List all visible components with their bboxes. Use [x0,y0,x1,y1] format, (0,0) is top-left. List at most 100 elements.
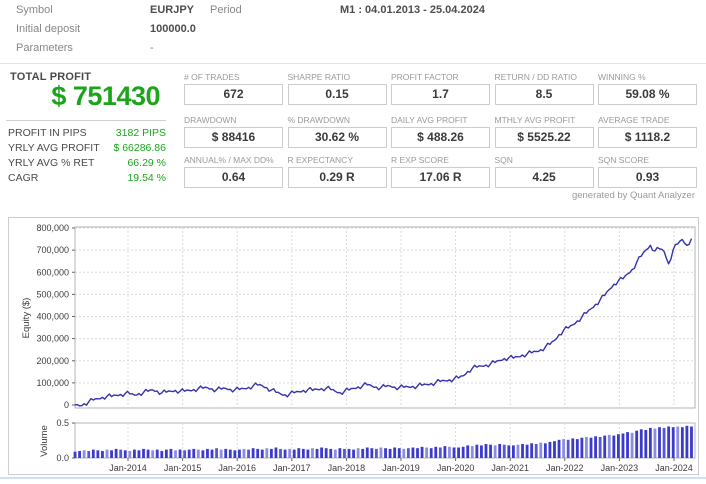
volume-bar [164,449,168,458]
volume-bar [612,435,616,458]
parameters-label: Parameters [16,42,73,54]
volume-bar [548,441,552,458]
volume-bar [406,448,410,458]
volume-bar [680,427,684,458]
volume-bar [361,448,365,458]
volume-bar [219,449,223,458]
volume-bar [621,433,625,458]
volume-bar [489,444,492,458]
summary-row-label: CAGR [8,172,39,184]
volume-bar [557,439,561,458]
volume-bar [174,450,177,458]
stat-label: SQN [494,155,513,165]
volume-bar [594,436,597,458]
volume-bar [443,446,447,458]
total-profit-value: $ 751430 [51,81,160,111]
chart-canvas: 800,000 700,000 600,000 500,000 400,000 300,0… [21,223,696,473]
equity-axis-title: Equity ($) [21,298,32,339]
volume-bar [333,449,337,458]
volume-bar [201,450,205,458]
volume-bar [502,444,506,458]
volume-bar [279,448,282,458]
volume-bar [274,447,278,458]
volume-bar [192,448,196,458]
initial-deposit-label: Initial deposit [16,23,81,35]
stat-value-box: 4.25 [494,167,594,188]
parameters-value: - [150,42,154,54]
xtick-label: Jan-2022 [546,463,584,473]
volume-bar [242,448,246,458]
volume-bar [480,445,483,458]
volume-bar [365,447,369,458]
volume-bar [251,448,255,458]
volume-bar [105,449,109,458]
volume-bar [187,449,191,458]
summary-row: PROFIT IN PIPS 3182 PIPS [8,126,166,141]
volume-bar [101,451,104,458]
volume-bar [553,441,556,458]
stat-label: SHARPE RATIO [287,72,351,82]
symbol-label: Symbol [16,4,53,16]
stat-label: DRAWDOWN [184,115,237,125]
summary-rows: PROFIT IN PIPS 3182 PIPS YRLY AVG PROFIT $ … [8,126,166,186]
volume-bar [155,449,159,458]
volume-bar [676,426,680,458]
stat-value-box: $ 488.26 [391,127,490,148]
volume-bar [507,445,511,458]
summary-row: YRLY AVG % RET 66.29 % [8,156,166,171]
volume-bar [397,448,401,458]
volume-bar [457,447,460,458]
volume-bar [119,449,123,458]
volume-bar [598,437,602,458]
volume-bar [146,449,150,458]
volume-bar [603,435,607,458]
xtick-label: Jan-2018 [328,463,366,473]
xtick-label: Jan-2021 [491,463,529,473]
volume-bar [575,439,579,458]
volume-bar [429,448,433,458]
equity-ytick-label: 100,000 [36,378,69,388]
volume-bar [78,451,82,458]
volume-bar [562,439,566,458]
volume-bar [297,448,301,458]
volume-bar [626,432,629,458]
summary-row-label: YRLY AVG PROFIT [8,142,100,154]
volume-bar [648,427,652,458]
stat-label: SQN SCORE [598,155,650,165]
xtick-label: Jan-2024 [655,463,693,473]
volume-bar [96,450,100,458]
stat-label: R EXPECTANCY [287,155,354,165]
volume-bar [238,449,241,458]
xtick-label: Jan-2016 [218,463,256,473]
stat-label: RETURN / DD RATIO [494,72,577,82]
volume-bar [448,446,451,458]
volume-bar [539,442,543,458]
summary-row-value: $ 66286.86 [113,142,166,154]
stat-label: WINNING % [598,72,646,82]
volume-bar [123,450,127,458]
summary-row-label: YRLY AVG % RET [8,157,95,169]
volume-bar [215,448,218,458]
volume-bar [530,443,534,458]
volume-bar [617,434,620,458]
summary-divider [6,120,166,121]
period-value: M1 : 04.01.2013 - 25.04.2024 [340,4,485,16]
stat-value-box: $ 5525.22 [494,127,594,148]
volume-bar [466,445,470,458]
equity-volume-chart: 800,000 700,000 600,000 500,000 400,000 300,0… [8,217,699,475]
volume-bar [132,449,136,458]
volume-bar [329,448,333,458]
summary-row: YRLY AVG PROFIT $ 66286.86 [8,141,166,156]
equity-ytick-label: 300,000 [36,334,69,344]
volume-bar [484,444,488,458]
initial-deposit-value: 100000.0 [150,23,196,35]
volume-bar [260,449,264,458]
xtick-label: Jan-2020 [437,463,475,473]
equity-ytick-label: 700,000 [36,245,69,255]
stat-value-box: 0.64 [184,167,283,188]
volume-bar [288,448,292,458]
stat-value-box: 59.08 % [598,84,697,105]
stat-label: R EXP SCORE [391,155,449,165]
volume-bar [644,430,648,458]
